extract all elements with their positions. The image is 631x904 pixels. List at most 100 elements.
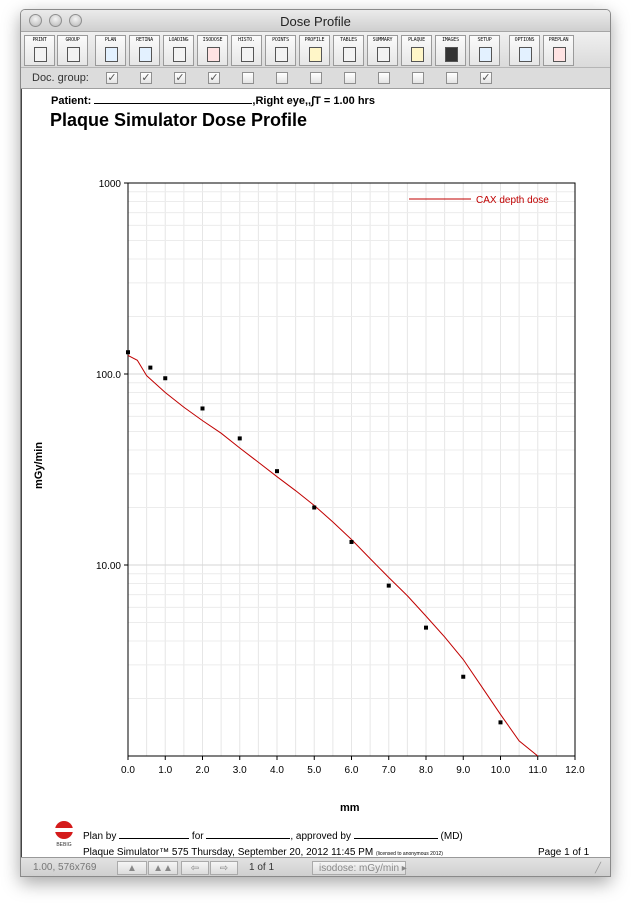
options-icon bbox=[519, 47, 532, 62]
toolbar-button-print[interactable]: PRINT bbox=[24, 35, 55, 66]
toolbar-button-loading[interactable]: LOADING bbox=[163, 35, 194, 66]
toolbar-button-images[interactable]: IMAGES bbox=[435, 35, 466, 66]
data-point bbox=[461, 674, 466, 679]
x-tick-label: 11.0 bbox=[528, 765, 547, 776]
summary-icon bbox=[377, 47, 390, 62]
group-print-icon bbox=[67, 47, 80, 62]
page-title: Plaque Simulator Dose Profile bbox=[50, 110, 308, 130]
doc-group-checkbox-9[interactable] bbox=[378, 72, 390, 84]
x-tick-label: 2.0 bbox=[196, 765, 210, 776]
toolbar-button-label: SETUP bbox=[477, 37, 492, 43]
doc-group-checkbox-6[interactable] bbox=[276, 72, 288, 84]
doc-group-label: Doc. group: bbox=[32, 72, 89, 84]
toolbar-button-plan[interactable]: PLAN bbox=[95, 35, 126, 66]
page-info: Page 1 of 1 bbox=[538, 847, 590, 858]
doc-group-checkbox-10[interactable] bbox=[412, 72, 424, 84]
doc-group-checkbox-5[interactable] bbox=[242, 72, 254, 84]
x-tick-label: 1.0 bbox=[158, 765, 172, 776]
toolbar-button-isodose[interactable]: ISODOSE bbox=[197, 35, 228, 66]
toolbar-button-group[interactable]: GROUP bbox=[57, 35, 88, 66]
zoom-window-icon[interactable] bbox=[69, 14, 82, 27]
toolbar-button-label: ISODOSE bbox=[202, 37, 223, 43]
license-info: (licensed to anonymous 2012) bbox=[375, 851, 443, 857]
data-point bbox=[237, 436, 242, 441]
software-line: Plaque Simulator™ 575 Thursday, Septembe… bbox=[83, 847, 443, 858]
toolbar-button-retina[interactable]: RETINA bbox=[129, 35, 160, 66]
toolbar-button-summary[interactable]: SUMMARY bbox=[367, 35, 398, 66]
toolbar-button-points[interactable]: POINTS bbox=[265, 35, 296, 66]
data-point bbox=[424, 625, 428, 630]
legend-label: CAX depth dose bbox=[476, 195, 549, 206]
resize-grip-icon[interactable]: ╱ bbox=[595, 863, 602, 874]
doc-group-checkbox-2[interactable]: ✓ bbox=[140, 72, 152, 84]
zoom-in-button[interactable]: ▲▲ bbox=[148, 861, 178, 875]
preplan-icon bbox=[553, 47, 566, 62]
approved-by-label: , approved by bbox=[290, 831, 351, 842]
toolbar-button-setup[interactable]: SETUP bbox=[469, 35, 500, 66]
close-window-icon[interactable] bbox=[29, 14, 42, 27]
approved-by-blank bbox=[353, 830, 438, 839]
data-point bbox=[349, 539, 354, 544]
histogram-icon bbox=[241, 47, 254, 62]
data-point bbox=[163, 376, 168, 381]
toolbar-button-label: HISTO. bbox=[238, 37, 255, 43]
retina-icon bbox=[139, 47, 152, 62]
doc-group-checkbox-3[interactable]: ✓ bbox=[174, 72, 186, 84]
x-tick-label: 5.0 bbox=[307, 765, 321, 776]
doc-group-checkbox-4[interactable]: ✓ bbox=[208, 72, 220, 84]
toolbar-button-tables[interactable]: TABLES bbox=[333, 35, 364, 66]
x-tick-label: 7.0 bbox=[382, 765, 396, 776]
plan-icon bbox=[105, 47, 118, 62]
isodose-units-dropdown[interactable]: isodose: mGy/min ▸ bbox=[312, 861, 407, 875]
x-tick-label: 8.0 bbox=[419, 765, 433, 776]
data-point bbox=[126, 350, 130, 355]
toolbar-button-label: GROUP bbox=[65, 37, 80, 43]
doc-group-checkbox-11[interactable] bbox=[446, 72, 458, 84]
toolbar-button-label: OPTIONS bbox=[514, 37, 535, 43]
bebig-logo: BEBIG bbox=[54, 821, 74, 848]
toolbar-button-profile[interactable]: PROFILE bbox=[299, 35, 330, 66]
doc-group-checkbox-1[interactable]: ✓ bbox=[106, 72, 118, 84]
approval-line: Plan by for , approved by (MD) bbox=[83, 830, 463, 842]
toolbar-button-label: POINTS bbox=[272, 37, 289, 43]
md-label: (MD) bbox=[440, 831, 463, 842]
page-nav: 1 of 1 bbox=[249, 862, 275, 873]
x-tick-label: 10.0 bbox=[491, 765, 511, 776]
for-blank bbox=[206, 830, 291, 839]
isodose-icon bbox=[207, 47, 220, 62]
profile-icon bbox=[309, 47, 322, 62]
prev-page-button[interactable]: ⇦ bbox=[181, 861, 209, 875]
doc-group-checkbox-12[interactable]: ✓ bbox=[480, 72, 492, 84]
x-tick-label: 9.0 bbox=[456, 765, 470, 776]
next-page-button[interactable]: ⇨ bbox=[210, 861, 238, 875]
toolbar-button-options[interactable]: OPTIONS bbox=[509, 35, 540, 66]
data-point bbox=[312, 505, 317, 510]
series-line-cax-depth-dose bbox=[127, 355, 539, 757]
page-edge-divider bbox=[21, 89, 22, 857]
data-point bbox=[148, 365, 153, 370]
patient-label: Patient: bbox=[51, 95, 92, 107]
tables-icon bbox=[343, 47, 356, 62]
toolbar-button-histo[interactable]: HISTO. bbox=[231, 35, 262, 66]
minimize-window-icon[interactable] bbox=[49, 14, 62, 27]
zoom-out-button[interactable]: ▲ bbox=[117, 861, 147, 875]
points-icon bbox=[275, 47, 288, 62]
toolbar-button-label: LOADING bbox=[168, 37, 189, 43]
toolbar-button-label: PLAQUE bbox=[408, 37, 425, 43]
data-point bbox=[386, 583, 391, 588]
toolbar-button-label: TABLES bbox=[340, 37, 357, 43]
toolbar-button-preplan[interactable]: PREPLAN bbox=[543, 35, 574, 66]
doc-group-checkbox-8[interactable] bbox=[344, 72, 356, 84]
y-tick-label: 1000 bbox=[99, 179, 122, 190]
x-axis-label: mm bbox=[340, 802, 360, 814]
y-tick-label: 10.00 bbox=[96, 561, 121, 572]
toolbar-button-plaque[interactable]: PLAQUE bbox=[401, 35, 432, 66]
plan-by-label: Plan by bbox=[83, 831, 117, 842]
plan-by-blank bbox=[119, 830, 190, 839]
isodose-units-value: isodose: mGy/min bbox=[319, 863, 400, 874]
document-page: Patient: ,Right eye,,∫T = 1.00 hrs Plaqu… bbox=[21, 89, 610, 858]
toolbar-button-label: SUMMARY bbox=[372, 37, 393, 43]
loading-icon bbox=[173, 47, 186, 62]
doc-group-checkbox-7[interactable] bbox=[310, 72, 322, 84]
images-icon bbox=[445, 47, 458, 62]
